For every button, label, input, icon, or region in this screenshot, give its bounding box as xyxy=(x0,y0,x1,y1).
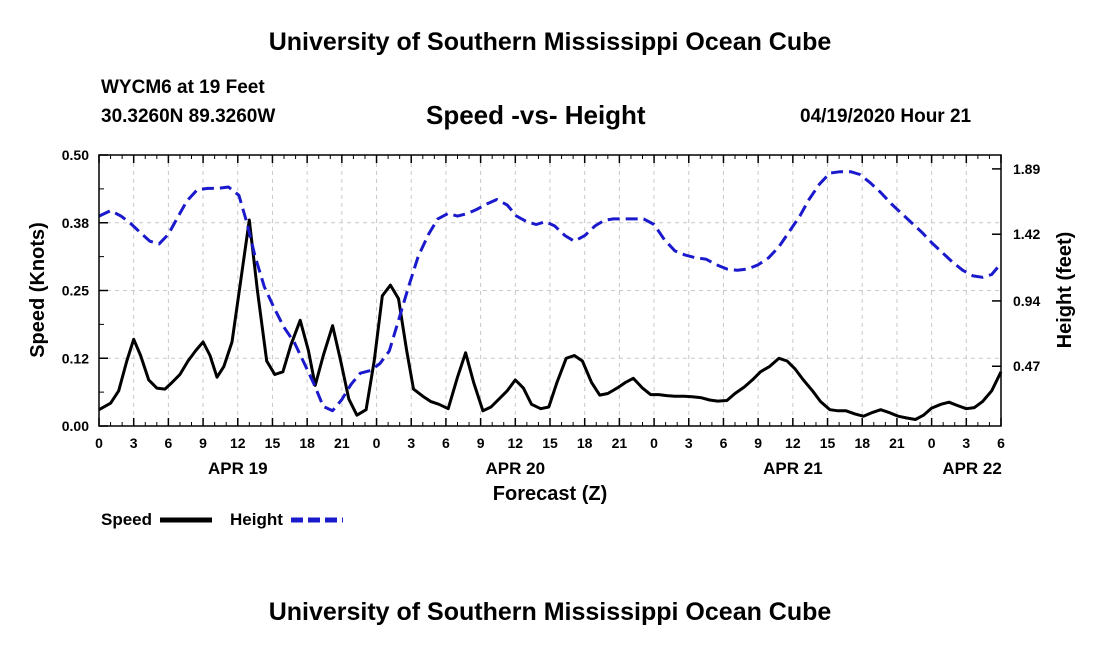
x-tick-label: 3 xyxy=(407,435,415,451)
y-axis-label-right: Height (feet) xyxy=(1054,232,1076,349)
chart-title: Speed -vs- Height xyxy=(426,100,646,130)
x-tick-label: 15 xyxy=(542,435,558,451)
x-tick-label: 18 xyxy=(299,435,315,451)
y-tick-label-right: 1.89 xyxy=(1013,161,1040,177)
x-tick-label: 21 xyxy=(334,435,350,451)
station-label: WYCM6 at 19 Feet xyxy=(101,77,265,98)
footer-title: University of Southern Mississippi Ocean… xyxy=(268,598,832,626)
x-axis-label: Forecast (Z) xyxy=(493,483,607,505)
y-tick-label-right: 1.42 xyxy=(1013,226,1040,242)
x-tick-label: 21 xyxy=(612,435,628,451)
axis-labels: 0 3 6 9 12 15 18 21 0 3 6 9 12 15 18 21 0 3 6 9 12 15 18 21 0 3 6 A… xyxy=(62,147,1041,478)
y-tick-label-left: 0.38 xyxy=(62,215,89,231)
grid-lines xyxy=(99,155,1001,426)
coordinates-label: 30.3260N 89.3260W xyxy=(101,106,276,127)
page-title: University of Southern Mississippi Ocean… xyxy=(268,28,832,56)
axis-ticks xyxy=(98,154,1002,427)
y-tick-label-left: 0.25 xyxy=(62,283,89,299)
series-line-height xyxy=(98,170,1003,413)
x-tick-label: 12 xyxy=(230,435,246,451)
x-tick-label: 6 xyxy=(720,435,728,451)
x-tick-label: 6 xyxy=(997,435,1005,451)
date-label: APR 22 xyxy=(942,459,1002,478)
x-tick-label: 0 xyxy=(650,435,658,451)
date-label: APR 21 xyxy=(763,459,823,478)
x-tick-label: 15 xyxy=(265,435,281,451)
x-tick-label: 9 xyxy=(754,435,762,451)
date-label: APR 19 xyxy=(208,459,268,478)
x-tick-label: 3 xyxy=(962,435,970,451)
series-line-speed xyxy=(98,218,1003,421)
x-tick-label: 3 xyxy=(685,435,693,451)
legend-label-speed: Speed xyxy=(101,510,152,529)
x-tick-label: 6 xyxy=(442,435,450,451)
x-tick-label: 12 xyxy=(785,435,801,451)
x-tick-label: 18 xyxy=(577,435,593,451)
y-tick-label-left: 0.50 xyxy=(62,147,89,163)
y-tick-label-left: 0.00 xyxy=(62,418,89,434)
x-tick-label: 0 xyxy=(928,435,936,451)
x-tick-label: 0 xyxy=(373,435,381,451)
x-tick-label: 3 xyxy=(130,435,138,451)
legend-label-height: Height xyxy=(230,510,283,529)
y-tick-label-right: 0.47 xyxy=(1013,358,1040,374)
x-tick-label: 12 xyxy=(508,435,524,451)
x-tick-label: 9 xyxy=(199,435,207,451)
y-axis-label-left: Speed (Knots) xyxy=(27,222,49,358)
y-tick-label-right: 0.94 xyxy=(1013,293,1040,309)
x-tick-label: 15 xyxy=(820,435,836,451)
series-layer xyxy=(98,170,1003,421)
x-tick-label: 6 xyxy=(164,435,172,451)
legend: Speed Height xyxy=(101,510,343,529)
x-tick-label: 21 xyxy=(889,435,905,451)
y-tick-label-left: 0.12 xyxy=(62,350,89,366)
x-tick-label: 0 xyxy=(95,435,103,451)
timestamp-label: 04/19/2020 Hour 21 xyxy=(800,106,972,127)
x-tick-label: 9 xyxy=(477,435,485,451)
x-tick-label: 18 xyxy=(854,435,870,451)
date-label: APR 20 xyxy=(486,459,546,478)
